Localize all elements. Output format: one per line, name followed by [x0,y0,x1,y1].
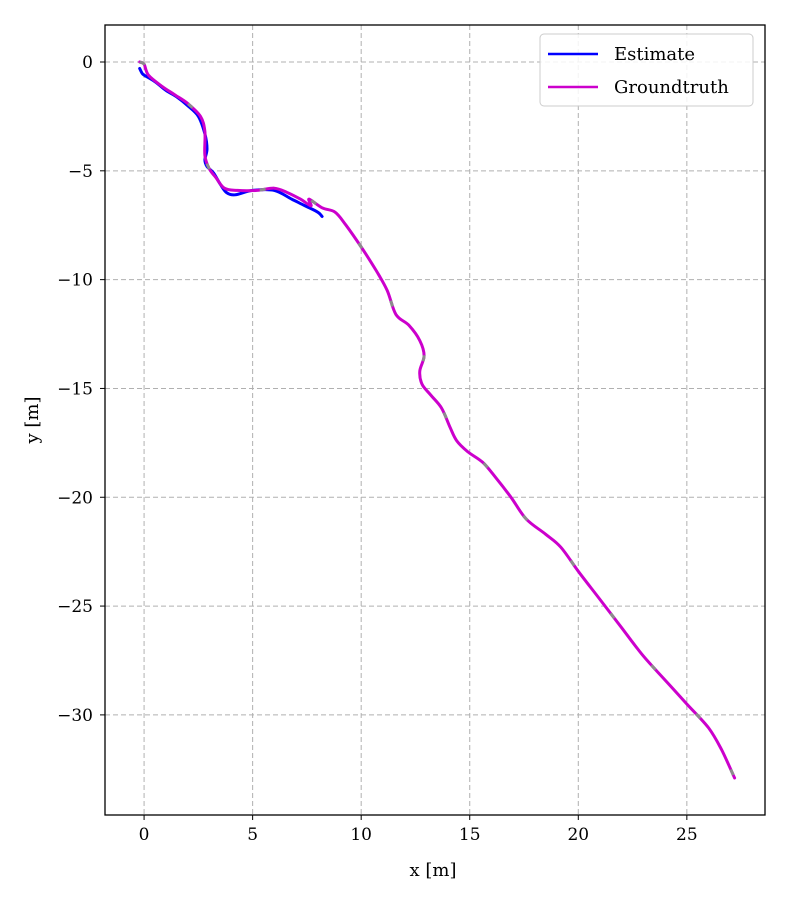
series-lines [138,60,737,780]
y-tick-label: −30 [57,706,93,726]
x-tick-label: 0 [139,825,150,845]
legend-label-estimate: Estimate [614,44,695,65]
y-tick-label: 0 [82,53,93,73]
x-tick-label: 25 [676,825,698,845]
x-tick-label: 15 [459,825,481,845]
y-tick-label: −5 [68,162,93,182]
reference-dash-overlay [139,60,736,779]
x-tick-label: 10 [350,825,372,845]
series-line-groundtruth [138,60,737,780]
y-tick-label: −25 [57,597,93,617]
axis-ticks: 0 5 10 15 20 25 0 −5 −10 −15 −20 −25 −30 [57,53,698,845]
x-axis-label: x [m] [410,860,457,881]
legend: Estimate Groundtruth [539,33,754,107]
legend-label-groundtruth: Groundtruth [614,77,729,98]
y-tick-label: −10 [57,271,93,291]
grid-lines [105,25,765,815]
y-tick-label: −20 [57,488,93,508]
plot-area-frame [104,24,766,816]
x-tick-label: 5 [247,825,258,845]
y-tick-label: −15 [57,379,93,399]
y-axis-label: y [m] [22,396,43,444]
x-tick-label: 20 [567,825,589,845]
